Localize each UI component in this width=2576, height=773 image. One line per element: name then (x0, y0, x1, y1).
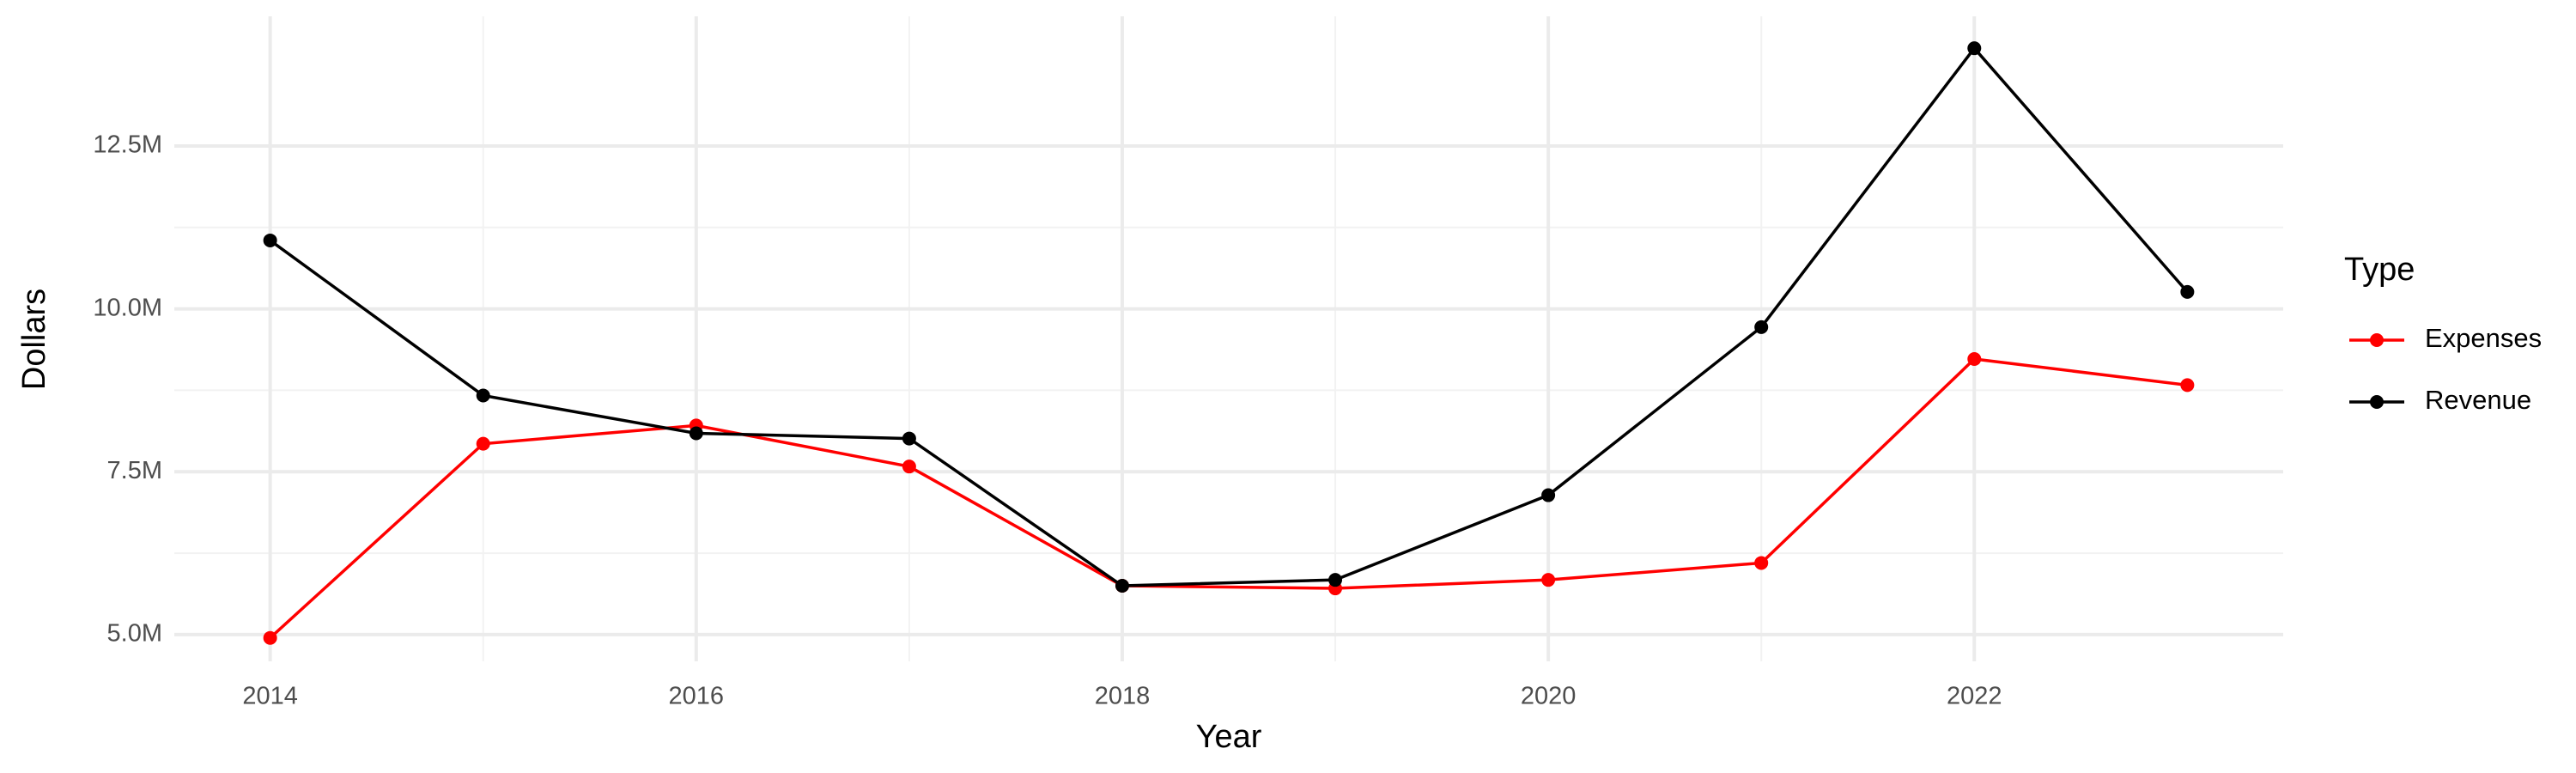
data-point (1967, 352, 1982, 367)
legend-label: Revenue (2425, 385, 2531, 415)
data-point (476, 388, 490, 403)
data-point (689, 426, 703, 441)
data-point (2180, 378, 2195, 393)
data-point (2180, 284, 2195, 299)
legend-key-point (2370, 395, 2384, 409)
data-point (263, 233, 277, 247)
data-point (1328, 573, 1343, 587)
y-tick-label: 10.0M (93, 294, 162, 321)
y-tick-label: 5.0M (107, 620, 162, 648)
x-tick-label: 2022 (1947, 683, 2002, 710)
data-point (902, 431, 916, 446)
legend-key-point (2370, 333, 2384, 347)
data-point (902, 460, 916, 474)
y-axis-title: Dollars (16, 289, 52, 390)
data-point (1541, 573, 1556, 587)
data-point (263, 630, 277, 645)
legend-title: Type (2344, 252, 2415, 288)
data-point (1754, 320, 1769, 334)
legend-label: Expenses (2425, 323, 2542, 353)
data-point (476, 436, 490, 451)
data-point (1754, 556, 1769, 570)
data-point (1967, 41, 1982, 56)
y-tick-label: 12.5M (93, 131, 162, 159)
x-tick-label: 2020 (1521, 683, 1577, 710)
x-tick-label: 2016 (669, 683, 725, 710)
x-axis-title: Year (1196, 719, 1262, 755)
y-tick-label: 7.5M (107, 457, 162, 484)
x-tick-label: 2018 (1095, 683, 1151, 710)
series-line (269, 357, 2188, 639)
x-tick-label: 2014 (242, 683, 298, 710)
series-line (269, 46, 2189, 587)
data-point (1541, 488, 1556, 502)
data-point (1115, 579, 1129, 593)
